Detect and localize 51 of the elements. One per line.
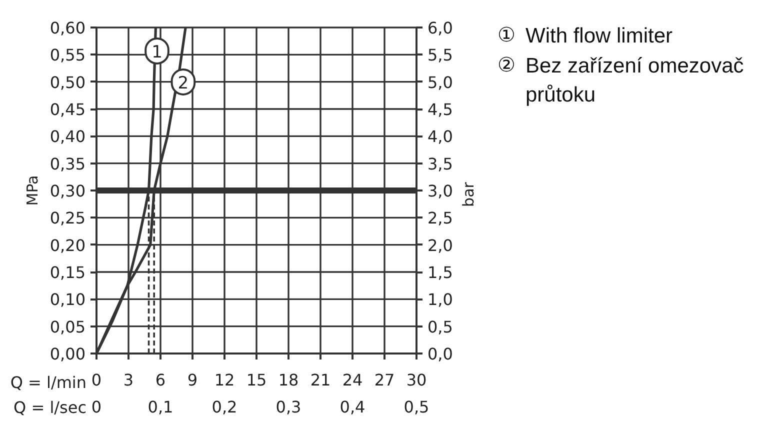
text: ② Bez zařízení omezovač průtoku [498,54,744,106]
y2-tick-label: 3,0 [428,182,453,200]
y2-axis-title: bar [460,181,478,207]
x-tick-label: 27 [374,370,395,390]
series-label: 1 [152,42,162,62]
y2-tick-label: 3,5 [428,154,453,174]
y2-tick-label: 0,5 [428,317,453,336]
text: ① With flow limiter [498,24,673,48]
y-tick-label: 0,00 [50,344,86,364]
x-tick-label: 21 [310,370,331,390]
x2-tick-label: 0,4 [340,398,366,416]
x-tick-label: 3 [123,370,134,390]
y2-tick-label: 4,5 [428,100,453,119]
y-tick-label: 0,15 [50,263,86,282]
y2-tick-label: 2,0 [428,236,453,255]
y-tick-label: 0,60 [50,18,86,38]
y-tick-label: 0,35 [50,154,86,174]
x-tick-label: 30 [406,370,427,390]
y-tick-label: 0,50 [50,72,86,92]
x-axis-title: Q = l/min [10,373,87,392]
x-tick-label: 24 [342,370,363,390]
y2-tick-label: 4,0 [428,127,453,146]
x2-tick-label: 0,5 [404,398,430,416]
y2-tick-label: 1,5 [428,263,453,282]
y-tick-label: 0,40 [50,127,86,146]
x-tick-label: 9 [187,370,198,390]
y2-tick-label: 5,0 [428,72,453,92]
x2-axis-title: Q = l/sec [14,398,86,417]
y2-tick-label: 1,0 [428,290,453,310]
x2-tick-label: 0,3 [276,398,302,416]
y-tick-label: 0,55 [50,46,86,65]
x-tick-label: 15 [246,370,267,390]
y-tick-label: 0,25 [50,208,86,228]
y-tick-label: 0,30 [50,182,86,200]
y2-tick-label: 5,5 [428,46,453,65]
y-tick-label: 0,10 [50,290,86,310]
x-tick-label: 0 [91,370,102,390]
x-tick-label: 12 [214,370,235,390]
y2-tick-label: 0,0 [428,344,453,364]
series-label: 2 [178,73,189,94]
y-tick-label: 0,20 [50,236,86,255]
y2-tick-label: 6,0 [428,18,453,38]
y-axis-title: MPa [24,175,42,206]
y2-tick-label: 2,5 [428,208,453,228]
y-tick-label: 0,05 [50,317,86,336]
x2-tick-label: 0 [91,398,102,416]
x2-tick-label: 0,1 [148,398,174,416]
x-tick-label: 18 [278,370,299,390]
x2-tick-label: 0,2 [212,398,238,416]
y-tick-label: 0,45 [50,100,86,119]
x-tick-label: 6 [155,370,166,390]
